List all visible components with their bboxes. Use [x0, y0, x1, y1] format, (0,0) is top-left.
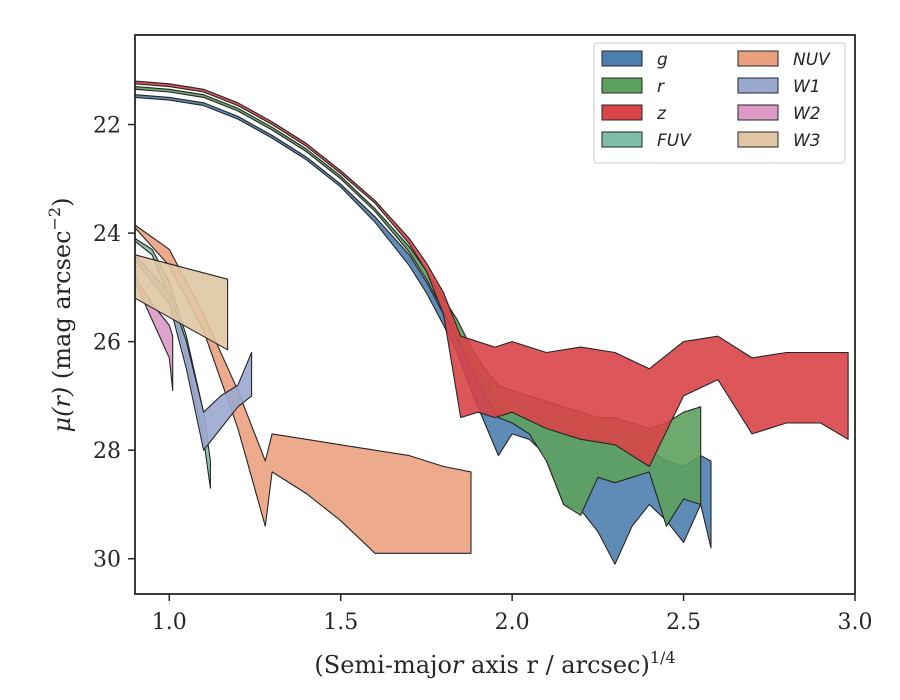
x-tick-label: 2.5	[666, 610, 701, 635]
legend-label-g: g	[657, 50, 668, 70]
x-tick-label: 1.0	[152, 610, 187, 635]
legend-swatch-nuv	[737, 50, 779, 67]
area-nuv	[134, 224, 472, 554]
y-axis-label: μ(r) (mag arcsec−2)	[45, 198, 76, 433]
legend-label-w2: W2	[793, 104, 821, 124]
legend-label-r: r	[657, 77, 665, 97]
series-areas	[134, 80, 849, 565]
legend-label-z: z	[656, 104, 667, 124]
x-tick-label: 2.0	[495, 610, 530, 635]
legend-label-w3: W3	[793, 131, 821, 151]
x-tick-label: 1.5	[323, 610, 358, 635]
legend-swatch-z	[601, 104, 643, 121]
y-tick-label: 22	[93, 114, 121, 139]
legend-swatch-w2	[737, 104, 779, 121]
legend-label-w1: W1	[793, 77, 821, 97]
legend-swatch-fuv	[601, 131, 643, 148]
y-ticks: 22 24 26 28 30	[93, 114, 135, 573]
legend-label-nuv: NUV	[793, 50, 831, 70]
legend-swatch-r	[601, 77, 643, 94]
y-tick-label: 26	[93, 331, 121, 356]
area-w1	[134, 254, 253, 451]
legend-box	[593, 42, 846, 164]
legend-swatch-g	[601, 50, 643, 67]
legend-swatch-w3	[737, 131, 779, 148]
legend-swatch-w1	[737, 77, 779, 94]
x-tick-label: 3.0	[838, 610, 873, 635]
legend: grz FUV NUV W1 W2 W3	[593, 42, 846, 164]
y-tick-label: 24	[93, 222, 121, 247]
x-axis-label: (Semi-major axis r / arcsec)1/4	[314, 648, 675, 679]
y-tick-label: 30	[93, 548, 121, 573]
y-tick-label: 28	[93, 439, 121, 464]
area-z	[134, 80, 849, 468]
legend-label-fuv: FUV	[657, 131, 692, 151]
plot-frame	[134, 34, 856, 595]
x-ticks: 1.0 1.5 2.0 2.5 3.0	[152, 594, 873, 635]
